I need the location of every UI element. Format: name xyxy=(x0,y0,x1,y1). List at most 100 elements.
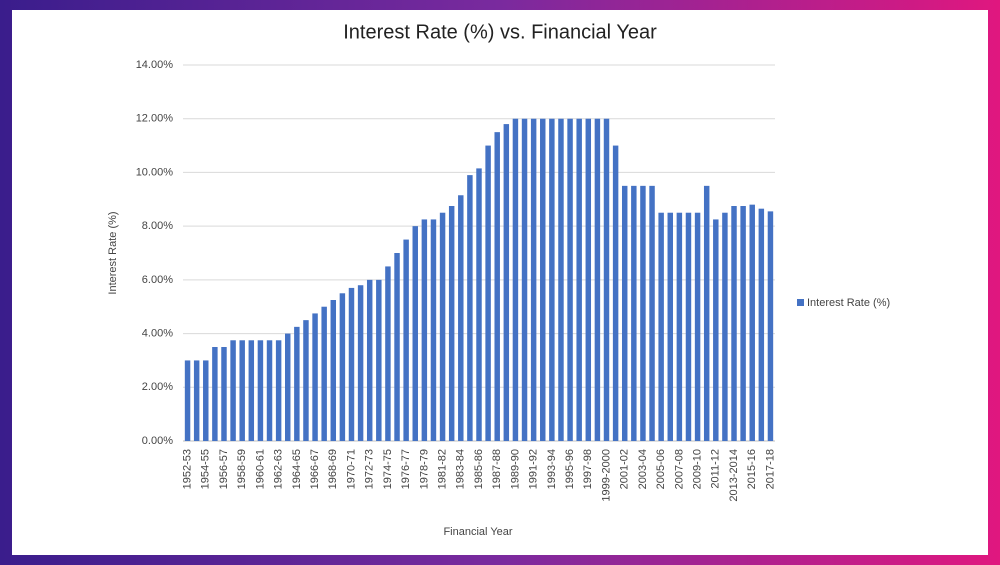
bar xyxy=(348,287,355,441)
bar xyxy=(439,212,446,441)
x-tick-label: 2003-04 xyxy=(637,449,649,489)
bar xyxy=(476,168,482,441)
x-tick-label: 1987-88 xyxy=(491,449,503,489)
x-tick-label: 1962-63 xyxy=(273,449,285,489)
x-tick-label: 1983-84 xyxy=(455,449,467,489)
bar xyxy=(184,360,191,441)
bar xyxy=(339,293,346,441)
x-tick-label: 1958-59 xyxy=(236,449,248,489)
bar xyxy=(193,360,200,441)
x-tick-label: 1999-2000 xyxy=(600,449,612,502)
bar xyxy=(549,118,555,441)
legend-label: Interest Rate (%) xyxy=(807,297,890,309)
bar xyxy=(649,185,655,441)
x-tick-label: 1974-75 xyxy=(382,449,394,489)
bar xyxy=(621,185,628,441)
bar xyxy=(248,340,255,441)
x-tick-label: 1964-65 xyxy=(291,449,303,489)
bar xyxy=(330,300,337,441)
bar xyxy=(567,118,573,441)
legend-swatch xyxy=(797,299,804,306)
bar xyxy=(366,279,373,441)
x-tick-label: 1970-71 xyxy=(345,449,357,489)
x-tick-label: 2015-16 xyxy=(746,449,758,489)
bar xyxy=(767,211,774,441)
bar xyxy=(740,206,746,441)
x-tick-label: 1985-86 xyxy=(473,449,485,489)
bar xyxy=(521,118,528,441)
bar xyxy=(722,212,728,441)
bar xyxy=(485,145,491,442)
y-axis-label: Interest Rate (%) xyxy=(107,211,119,294)
x-tick-label: 2001-02 xyxy=(619,449,631,489)
bar xyxy=(558,118,564,441)
x-tick-label: 1952-53 xyxy=(181,449,193,489)
y-tick-label: 14.00% xyxy=(136,59,174,71)
bar xyxy=(403,239,409,441)
y-tick-label: 4.00% xyxy=(142,327,173,339)
x-tick-label: 2005-06 xyxy=(655,449,667,489)
bar xyxy=(540,118,546,441)
bar xyxy=(285,333,291,441)
bar xyxy=(376,279,382,441)
bar xyxy=(467,175,473,441)
bar xyxy=(203,360,209,441)
bar xyxy=(594,118,601,441)
bar xyxy=(221,347,227,441)
bar xyxy=(421,219,428,441)
bar xyxy=(631,185,637,441)
y-tick-label: 10.00% xyxy=(136,166,174,178)
x-tick-label: 1991-92 xyxy=(528,449,540,489)
x-tick-label: 1960-61 xyxy=(254,449,266,489)
bar xyxy=(312,313,318,441)
x-tick-label: 1966-67 xyxy=(309,449,321,489)
bar xyxy=(530,118,537,441)
bar xyxy=(585,118,592,441)
bar xyxy=(385,266,391,441)
chart-title: Interest Rate (%) vs. Financial Year xyxy=(343,21,657,43)
bar xyxy=(321,306,327,441)
bar xyxy=(230,340,236,441)
bar xyxy=(703,185,710,441)
bar xyxy=(294,326,300,441)
bar xyxy=(603,118,610,441)
bar xyxy=(430,219,437,441)
x-tick-label: 2011-12 xyxy=(710,449,722,489)
x-axis-label: Financial Year xyxy=(443,526,512,538)
bar xyxy=(239,340,245,441)
x-tick-label: 1976-77 xyxy=(400,449,412,489)
x-tick-label: 1995-96 xyxy=(564,449,576,489)
bar xyxy=(676,212,683,441)
bar xyxy=(503,124,510,441)
y-tick-label: 6.00% xyxy=(142,274,173,286)
x-tick-label: 1972-73 xyxy=(364,449,376,489)
bar xyxy=(257,340,264,441)
bar xyxy=(394,253,400,441)
y-tick-label: 2.00% xyxy=(142,381,173,393)
x-tick-label: 2007-08 xyxy=(673,449,685,489)
bar xyxy=(275,340,282,441)
bar xyxy=(612,145,619,442)
bar xyxy=(758,208,765,441)
bar xyxy=(658,212,664,441)
y-tick-label: 12.00% xyxy=(136,113,174,125)
bar xyxy=(412,226,418,441)
y-tick-label: 0.00% xyxy=(142,435,173,447)
bar xyxy=(731,206,737,441)
bar xyxy=(512,118,519,441)
x-tick-label: 1997-98 xyxy=(582,449,594,489)
bar xyxy=(667,212,673,441)
x-tick-label: 2017-18 xyxy=(764,449,776,489)
bar xyxy=(458,195,464,441)
bar xyxy=(576,118,582,441)
bar xyxy=(494,132,500,441)
bar xyxy=(749,204,755,441)
x-tick-label: 1981-82 xyxy=(436,449,448,489)
x-tick-label: 2013-2014 xyxy=(728,449,740,502)
x-tick-label: 1968-69 xyxy=(327,449,339,489)
bar xyxy=(448,206,455,441)
card xyxy=(12,10,988,555)
x-tick-label: 1954-55 xyxy=(200,449,212,489)
x-tick-label: 2009-10 xyxy=(691,449,703,489)
